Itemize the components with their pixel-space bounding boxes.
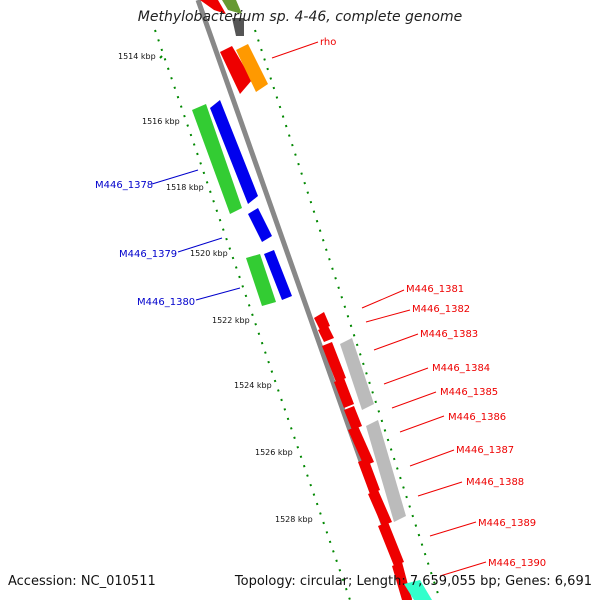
- gene-rho[interactable]: [220, 46, 252, 94]
- gene-M446_1383[interactable]: [322, 342, 346, 382]
- gene-M446_1385[interactable]: [344, 406, 362, 430]
- feature-teal[interactable]: [404, 580, 432, 600]
- gene-M446_1381[interactable]: [314, 312, 330, 330]
- feature-orange[interactable]: [236, 44, 268, 92]
- tick-label: 1528 kbp: [275, 515, 313, 524]
- gene-M446_1379[interactable]: [248, 208, 272, 242]
- gene-M446_1390[interactable]: [392, 562, 412, 600]
- tick-labels: 1514 kbp 1516 kbp 1518 kbp 1520 kbp 1522…: [118, 52, 313, 524]
- gene-label-M446_1383[interactable]: M446_1383: [420, 329, 478, 340]
- gene-label-M446_1388[interactable]: M446_1388: [466, 477, 524, 488]
- tick-label: 1522 kbp: [212, 316, 250, 325]
- map-title: Methylobacterium sp. 4-46, complete geno…: [137, 9, 463, 25]
- feature-green-2[interactable]: [246, 254, 276, 306]
- gene-M446_1382[interactable]: [318, 326, 334, 342]
- tick-label: 1514 kbp: [118, 52, 156, 61]
- gene-label-M446_1389[interactable]: M446_1389: [478, 518, 536, 529]
- gene-label-M446_1378[interactable]: M446_1378: [95, 180, 153, 191]
- tick-label: 1524 kbp: [234, 381, 272, 390]
- feature-top-red[interactable]: [200, 0, 226, 14]
- leader-lines: [151, 41, 487, 577]
- tick-label: 1518 kbp: [166, 183, 204, 192]
- gene-M446_1384[interactable]: [334, 378, 354, 408]
- gene-M446_1386[interactable]: [348, 426, 374, 466]
- feature-gray-2[interactable]: [366, 420, 406, 522]
- gene-label-M446_1382[interactable]: M446_1382: [412, 304, 470, 315]
- tick-label: 1516 kbp: [142, 117, 180, 126]
- accession-text: Accession: NC_010511: [8, 574, 156, 589]
- feature-gray-1[interactable]: [340, 338, 374, 410]
- gene-M446_1378[interactable]: [210, 100, 258, 204]
- tick-label: 1526 kbp: [255, 448, 293, 457]
- gene-M446_1380[interactable]: [264, 250, 292, 300]
- gene-label-M446_1385[interactable]: M446_1385: [440, 387, 498, 398]
- gene-label-M446_1387[interactable]: M446_1387: [456, 445, 514, 456]
- tick-label: 1520 kbp: [190, 249, 228, 258]
- gene-M446_1387[interactable]: [358, 458, 380, 494]
- feature-green-1[interactable]: [192, 104, 242, 214]
- inner-scale-line: [154, 29, 351, 600]
- gene-label-M446_1384[interactable]: M446_1384: [432, 363, 490, 374]
- gene-M446_1388[interactable]: [368, 490, 392, 526]
- gene-label-M446_1379[interactable]: M446_1379: [119, 249, 177, 260]
- genome-summary-text: Topology: circular; Length: 7,659,055 bp…: [234, 574, 592, 589]
- feature-top-olive[interactable]: [222, 0, 242, 14]
- gene-label-rho[interactable]: rho: [320, 37, 336, 48]
- gene-M446_1389[interactable]: [378, 522, 404, 566]
- gene-label-M446_1380[interactable]: M446_1380: [137, 297, 195, 308]
- gene-label-M446_1386[interactable]: M446_1386: [448, 412, 506, 423]
- gene-label-M446_1390[interactable]: M446_1390: [488, 558, 546, 569]
- gene-label-M446_1381[interactable]: M446_1381: [406, 284, 464, 295]
- feature-top-dark[interactable]: [232, 18, 244, 36]
